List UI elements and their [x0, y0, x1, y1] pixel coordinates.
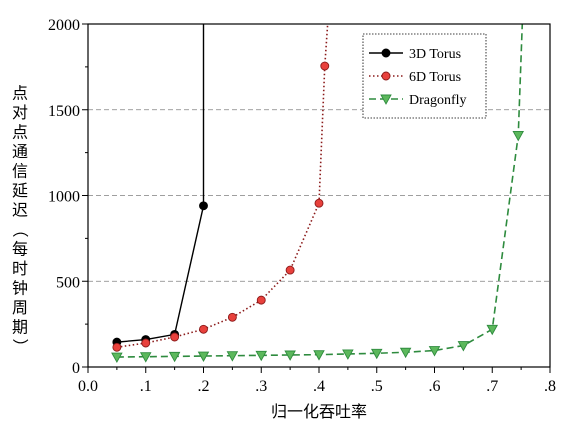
data-point-6d-torus — [320, 61, 330, 71]
series-line-dragonfly — [116, 24, 524, 358]
axes: 0.0 .1 .2 .3 .4 .5 .6 .7 .8 0 500 1000 1500 2000 — [48, 17, 556, 395]
data-point-dragonfly — [428, 346, 441, 357]
data-point-3d-torus — [199, 201, 208, 211]
y-axis-title-char: 时 — [12, 259, 28, 278]
y-tick-label: 0 — [72, 360, 80, 377]
y-tick-label: 1500 — [48, 103, 80, 120]
data-point-dragonfly — [370, 348, 383, 360]
legend-marker-6d-torus — [381, 71, 391, 81]
y-axis-title-char: ） — [11, 338, 30, 354]
data-point-dragonfly — [284, 350, 296, 361]
data-point-6d-torus — [199, 324, 208, 334]
x-tick-label: .7 — [486, 378, 498, 395]
data-point-dragonfly — [139, 352, 152, 363]
x-tick-label: .8 — [544, 378, 556, 395]
data-point-6d-torus — [256, 295, 266, 305]
data-point-dragonfly — [313, 350, 325, 361]
y-axis-title-char: 通 — [12, 142, 28, 161]
legend-label-dragonfly: Dragonfly — [409, 93, 467, 108]
data-point-dragonfly — [399, 347, 412, 359]
y-axis-title-char: 钟 — [12, 279, 28, 298]
series-line-6d-torus — [116, 24, 329, 349]
data-point-dragonfly — [342, 349, 354, 360]
gridlines — [88, 109, 550, 282]
legend-marker-3d-torus — [381, 48, 391, 58]
data-point-dragonfly — [457, 341, 470, 352]
y-tick-label: 2000 — [48, 17, 80, 34]
data-point-6d-torus — [314, 198, 324, 208]
y-tick-label: 1000 — [48, 189, 80, 206]
data-point-6d-torus — [141, 338, 151, 348]
data-point-6d-torus — [112, 342, 122, 352]
data-point-dragonfly — [226, 351, 239, 362]
data-point-dragonfly — [255, 350, 268, 362]
x-axis-title: 归一化吞吐率 — [271, 402, 367, 421]
data-point-dragonfly — [168, 351, 181, 363]
x-tick-label: .5 — [371, 378, 383, 395]
legend-label-6d-torus: 6D Torus — [409, 70, 461, 85]
x-tick-label: 0.0 — [78, 378, 98, 395]
data-point-6d-torus — [227, 312, 237, 322]
data-point-dragonfly — [197, 351, 210, 362]
data-point-dragonfly — [486, 324, 499, 336]
legend-marker-dragonfly — [380, 94, 392, 105]
legend: 3D Torus 6D Torus Dragonfly — [362, 33, 487, 119]
x-tick-label: .2 — [198, 378, 210, 395]
markers-group — [111, 61, 525, 363]
y-axis-title-char: 点 — [12, 84, 28, 103]
y-axis-title-char: 每 — [12, 240, 28, 259]
series-line-3d-torus — [116, 24, 205, 343]
x-tick-label: .6 — [429, 378, 441, 395]
data-point-6d-torus — [285, 265, 295, 275]
y-axis-title-char: （ — [11, 221, 30, 237]
x-tick-label: .3 — [255, 378, 267, 395]
y-axis-title-char: 迟 — [12, 201, 28, 220]
y-axis-title-char: 信 — [12, 162, 28, 181]
y-axis-title-char: 点 — [12, 123, 28, 142]
x-tick-label: .1 — [140, 378, 152, 395]
y-axis-title-char: 期 — [12, 318, 28, 337]
y-axis-title-char: 周 — [12, 298, 28, 317]
y-axis-title-char: 对 — [12, 103, 28, 122]
x-tick-label: .4 — [313, 378, 325, 395]
legend-label-3d-torus: 3D Torus — [409, 47, 461, 62]
y-tick-label: 500 — [56, 274, 80, 291]
data-point-6d-torus — [170, 332, 180, 342]
data-point-dragonfly — [111, 352, 123, 363]
data-point-dragonfly — [512, 131, 525, 142]
y-axis-title-char: 延 — [12, 181, 28, 200]
